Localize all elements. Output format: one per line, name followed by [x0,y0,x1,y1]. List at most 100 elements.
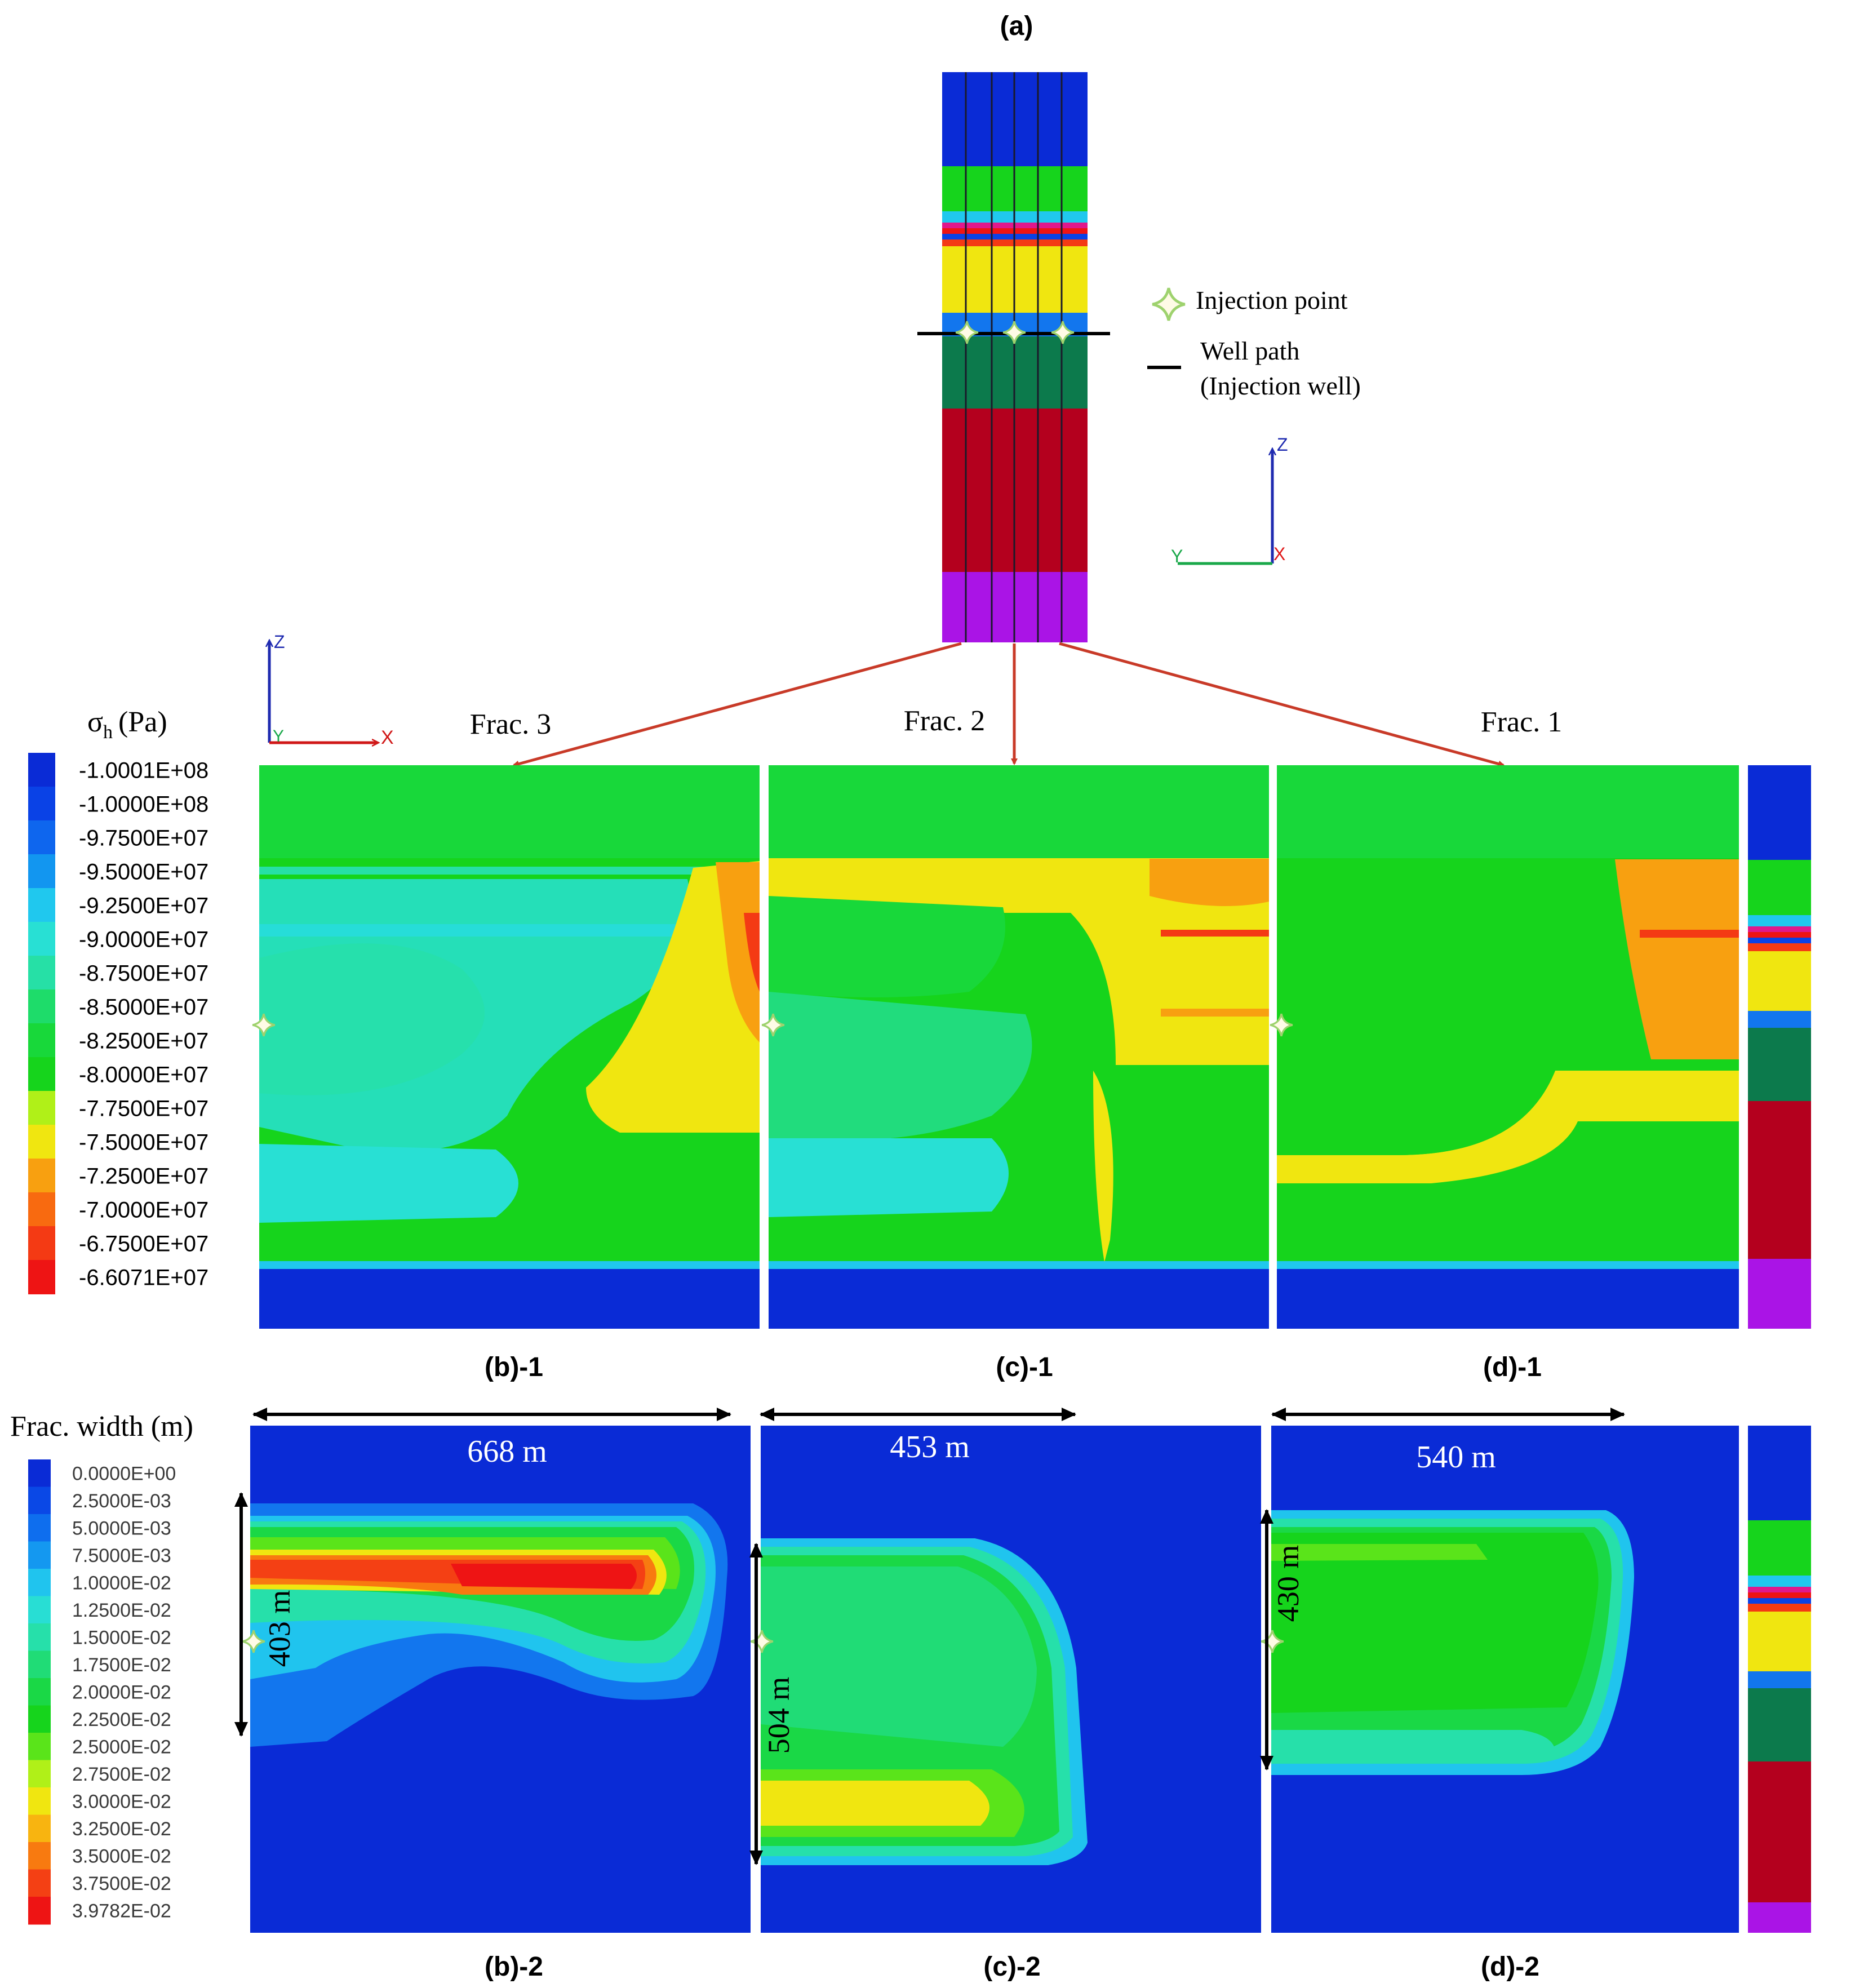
panel-label-d1: (d)-1 [1483,1352,1542,1382]
width-scale-swatch [28,1814,51,1843]
stress-scale-swatch [28,888,55,922]
panel-label-d2: (d)-2 [1481,1952,1539,1982]
dimension-arrows [234,1408,1625,1865]
width-scale-label: 2.2500E-02 [72,1709,171,1730]
c-height-label: 504 m [762,1677,796,1754]
stress-scale-title-sub: h [103,722,113,743]
well-path-legend-label: Well path [1200,336,1299,365]
stress-scale-title-unit: (Pa) [118,706,167,738]
stress-scale-label: -1.0001E+08 [79,758,208,783]
stress-scale-swatch [28,1226,55,1261]
stress-scale-label: -9.2500E+07 [79,893,208,918]
axis-y-label-b: Y [273,727,284,746]
stress-scale-swatch [28,820,55,855]
width-scale-label: 1.5000E-02 [72,1627,171,1648]
stress-scale-swatch [28,787,55,821]
width-scale-label: 2.0000E-02 [72,1681,171,1703]
width-panel-frac-3 [241,1426,751,1933]
width-scale-swatch [28,1678,51,1706]
stress-scale-swatch [28,753,55,787]
stress-scale-label: -6.7500E+07 [79,1231,208,1256]
stress-scale-label: -7.2500E+07 [79,1164,208,1188]
width-scale-label: 2.5000E-02 [72,1736,171,1758]
stress-panel-frac-2 [761,765,1269,1329]
width-scale-swatch [28,1569,51,1597]
stress-scale-swatch [28,1023,55,1058]
width-scale-label: 3.7500E-02 [72,1873,171,1894]
stress-scale-swatch [28,854,55,889]
width-scale-swatch [28,1623,51,1652]
width-scale-swatch [28,1596,51,1624]
axis-z-label-a: Z [1277,434,1288,455]
arrow-to-frac-3 [512,642,962,767]
stress-scale-legend: σh (Pa) -1.0001E+08 -1.0000E+08 -9.7500E+07… [28,706,208,1294]
stress-scale-swatch [28,1057,55,1091]
width-scale-swatch [28,1486,51,1515]
axes-triad-b: Z Y X [269,632,394,748]
width-scale-swatch [28,1760,51,1788]
width-scale-label: 3.2500E-02 [72,1818,171,1840]
stress-scale-swatch [28,1159,55,1193]
width-scale-swatch [28,1541,51,1569]
stress-scale-swatch [28,989,55,1024]
layer-strip-row-1 [1748,765,1811,1329]
width-scale-label: 3.5000E-02 [72,1845,171,1867]
width-panel-frac-1 [1260,1426,1739,1933]
stress-scale-label: -9.0000E+07 [79,927,208,952]
stress-panel-frac-3 [251,765,760,1329]
width-scale-label: 1.2500E-02 [72,1600,171,1621]
width-scale-label: 1.7500E-02 [72,1654,171,1676]
stress-scale-label: -7.5000E+07 [79,1130,208,1155]
width-scale-label: 2.7500E-02 [72,1764,171,1785]
stress-scale-swatch [28,1091,55,1125]
axis-x-label-a: X [1273,544,1285,564]
width-scale-swatch [28,1842,51,1870]
d-height-label: 430 m [1271,1545,1305,1622]
stress-scale-label: -7.7500E+07 [79,1096,208,1121]
width-scale-label: 0.0000E+00 [72,1463,176,1484]
layered-column-model [917,72,1110,642]
stress-scale-label: -1.0000E+08 [79,792,208,816]
stress-scale-title-symbol: σ [87,706,103,738]
panel-label-b2: (b)-2 [485,1952,543,1982]
c-width-label: 453 m [890,1430,970,1465]
stress-scale-label: -8.7500E+07 [79,961,208,986]
stress-scale-label: -7.0000E+07 [79,1197,208,1222]
panel-label-b1: (b)-1 [485,1352,543,1382]
stress-panel-frac-1 [1269,765,1739,1329]
width-scale-swatch [28,1459,51,1488]
injection-point-legend-icon [1152,288,1185,321]
layer-strip-row-2 [1748,1426,1811,1933]
stress-scale-label: -9.5000E+07 [79,859,208,884]
stress-scale-swatch [28,1125,55,1159]
stress-scale-label: -8.2500E+07 [79,1028,208,1053]
width-scale-title: Frac. width (m) [10,1410,193,1443]
width-panel-frac-2 [749,1426,1261,1933]
panel-label-a: (a) [1000,11,1033,41]
stress-scale-labels: -1.0001E+08 -1.0000E+08 -9.7500E+07 -9.5000… [79,758,208,1290]
axis-y-label-a: Y [1171,546,1183,566]
panel-label-c1: (c)-1 [996,1352,1053,1382]
width-scale-swatch [28,1733,51,1761]
width-scale-swatch [28,1897,51,1925]
stress-scale-swatch [28,1192,55,1227]
arrow-to-frac-1 [1059,642,1505,767]
width-scale-swatch [28,1869,51,1897]
width-scale-swatches [28,1459,51,1925]
width-scale-swatch [28,1514,51,1542]
mesh-lines [965,72,1063,642]
width-scale-label: 7.5000E-03 [72,1545,171,1567]
b-height-label: 403 m [263,1590,296,1667]
frac-3-title: Frac. 3 [470,708,551,740]
width-scale-swatch [28,1650,51,1679]
width-scale-swatch [28,1705,51,1733]
axis-x-label-b: X [381,727,394,748]
axes-triad-a: Z Y X [1171,434,1288,566]
stress-scale-swatch [28,1260,55,1294]
stress-scale-swatch [28,956,55,990]
stress-scale-label: -8.5000E+07 [79,995,208,1019]
frac-2-title: Frac. 2 [904,705,985,737]
width-scale-label: 5.0000E-03 [72,1517,171,1539]
width-scale-swatch [28,1787,51,1816]
axis-z-label-b: Z [274,632,285,652]
